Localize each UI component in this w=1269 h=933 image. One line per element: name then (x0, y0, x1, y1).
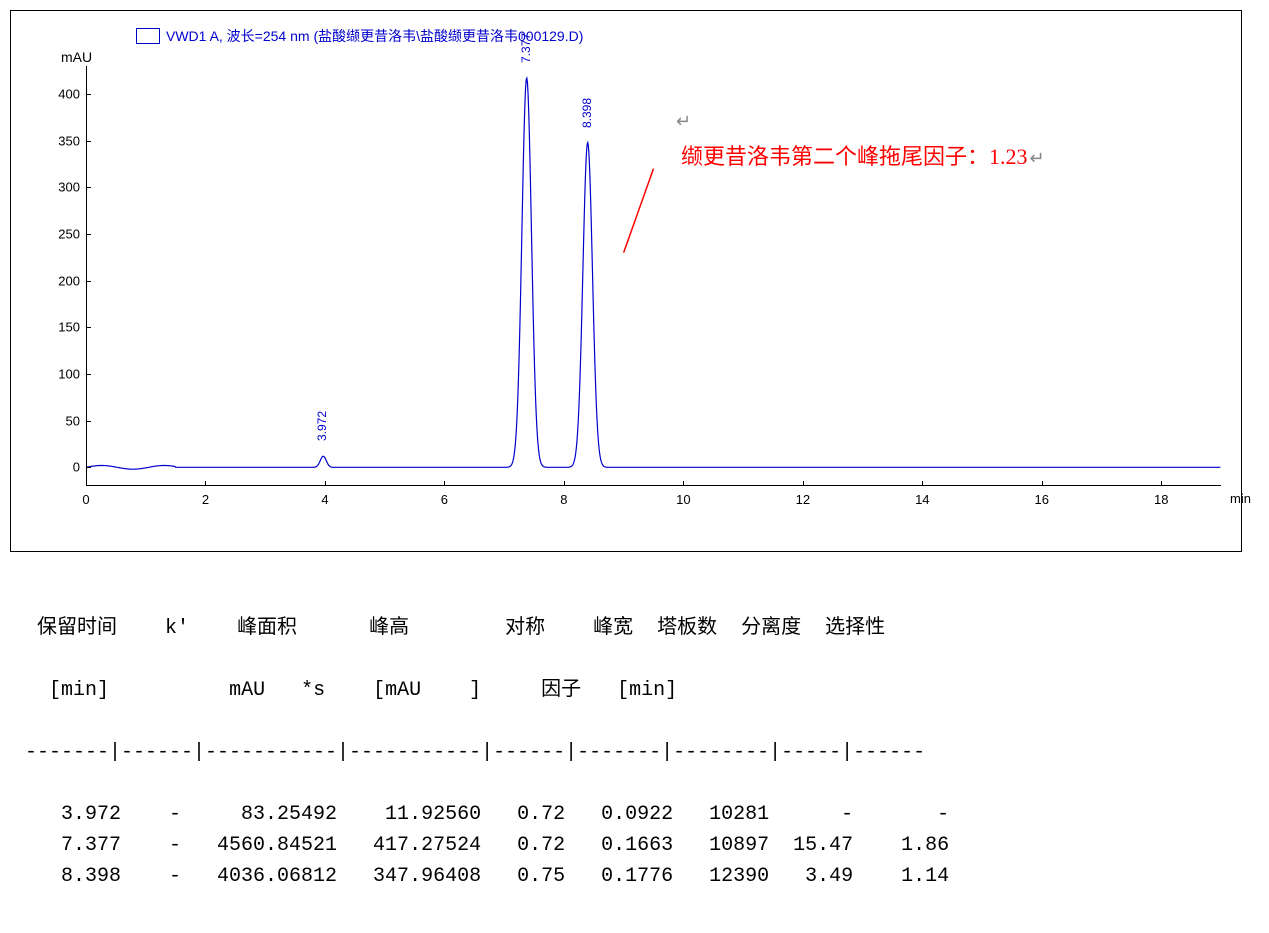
y-tick-mark (86, 141, 91, 142)
peak-label: 7.377 (519, 33, 533, 63)
x-tick-label: 14 (915, 486, 929, 507)
return-char-2: ↵ (1030, 148, 1045, 168)
peak-table: 保留时间 k' 峰面积 峰高 对称 峰宽 塔板数 分离度 选择性 [min] m… (10, 582, 1259, 923)
x-tick-label: 2 (202, 486, 209, 507)
y-tick-mark (86, 94, 91, 95)
plot-area: min 050100150200250300350400024681012141… (86, 66, 1221, 486)
x-tick-mark (1161, 481, 1162, 486)
peak-label: 3.972 (315, 411, 329, 441)
y-tick-label: 400 (58, 87, 86, 102)
x-tick-label: 6 (441, 486, 448, 507)
x-tick-mark (1042, 481, 1043, 486)
peak-label: 8.398 (580, 98, 594, 128)
x-axis-unit: min (1230, 491, 1251, 506)
y-tick-label: 300 (58, 180, 86, 195)
chromatogram-curve (86, 66, 1221, 486)
return-char-1: ↵ (676, 111, 691, 132)
x-tick-mark (922, 481, 923, 486)
legend-swatch (136, 28, 160, 44)
table-header-row2: [min] mAU *s [mAU ] 因子 [min] (25, 675, 1259, 706)
x-tick-mark (683, 481, 684, 486)
y-tick-mark (86, 281, 91, 282)
x-tick-mark (803, 481, 804, 486)
table-row: 7.377 - 4560.84521 417.27524 0.72 0.1663… (25, 830, 1259, 861)
x-tick-label: 4 (321, 486, 328, 507)
table-row: 3.972 - 83.25492 11.92560 0.72 0.0922 10… (25, 799, 1259, 830)
chromatogram-chart: VWD1 A, 波长=254 nm (盐酸缬更昔洛韦\盐酸缬更昔洛韦000129… (10, 10, 1242, 552)
chart-legend: VWD1 A, 波长=254 nm (盐酸缬更昔洛韦\盐酸缬更昔洛韦000129… (136, 26, 583, 46)
x-tick-mark (444, 481, 445, 486)
x-tick-mark (564, 481, 565, 486)
x-tick-label: 0 (82, 486, 89, 507)
y-tick-label: 250 (58, 227, 86, 242)
y-tick-label: 100 (58, 367, 86, 382)
table-row: 8.398 - 4036.06812 347.96408 0.75 0.1776… (25, 861, 1259, 892)
y-tick-label: 0 (73, 460, 86, 475)
y-tick-mark (86, 374, 91, 375)
table-header-row1: 保留时间 k' 峰面积 峰高 对称 峰宽 塔板数 分离度 选择性 (25, 613, 1259, 644)
x-tick-label: 16 (1035, 486, 1049, 507)
y-tick-mark (86, 327, 91, 328)
y-tick-label: 50 (66, 413, 86, 428)
x-tick-mark (205, 481, 206, 486)
annotation-text: 缬更昔洛韦第二个峰拖尾因子：1.23↵ (681, 139, 1045, 171)
x-tick-label: 12 (796, 486, 810, 507)
x-tick-mark (86, 481, 87, 486)
y-tick-mark (86, 421, 91, 422)
y-tick-label: 350 (58, 133, 86, 148)
x-tick-label: 18 (1154, 486, 1168, 507)
y-tick-label: 150 (58, 320, 86, 335)
table-rows: 3.972 - 83.25492 11.92560 0.72 0.0922 10… (25, 799, 1259, 892)
table-separator: -------|------|-----------|-----------|-… (25, 737, 1259, 768)
x-tick-label: 8 (560, 486, 567, 507)
y-tick-label: 200 (58, 273, 86, 288)
y-tick-mark (86, 467, 91, 468)
y-axis-unit: mAU (61, 49, 92, 65)
x-tick-mark (325, 481, 326, 486)
trace-line (86, 78, 1220, 469)
y-tick-mark (86, 234, 91, 235)
x-tick-label: 10 (676, 486, 690, 507)
y-tick-mark (86, 187, 91, 188)
